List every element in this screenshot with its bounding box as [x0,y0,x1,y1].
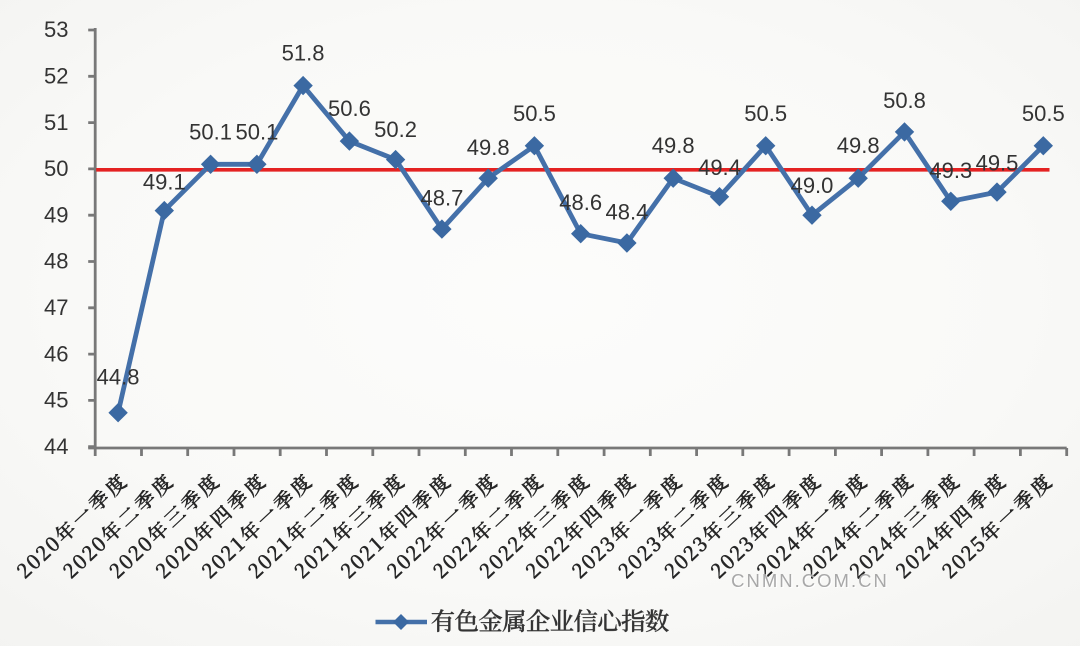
svg-text:50.8: 50.8 [883,88,926,113]
svg-text:49.8: 49.8 [837,133,880,158]
svg-text:53: 53 [44,17,68,42]
svg-text:50.5: 50.5 [744,101,787,126]
svg-text:50: 50 [44,156,68,181]
svg-text:CNMN.COM.CN: CNMN.COM.CN [731,570,889,591]
svg-text:44.8: 44.8 [97,365,140,390]
svg-text:49.0: 49.0 [791,173,834,198]
svg-text:49.8: 49.8 [652,133,695,158]
svg-text:50.6: 50.6 [328,96,371,121]
svg-text:48.4: 48.4 [605,200,648,225]
svg-text:45: 45 [44,388,68,413]
svg-text:48.7: 48.7 [420,186,463,211]
svg-text:50.5: 50.5 [1022,101,1065,126]
svg-text:49: 49 [44,202,68,227]
svg-text:51: 51 [44,110,68,135]
svg-text:49.1: 49.1 [143,169,186,194]
svg-text:46: 46 [44,341,68,366]
svg-text:52: 52 [44,64,68,89]
svg-text:49.4: 49.4 [698,155,741,180]
svg-text:49.3: 49.3 [929,158,972,183]
svg-text:48: 48 [44,249,68,274]
svg-text:47: 47 [44,295,68,320]
svg-text:51.8: 51.8 [282,41,325,66]
svg-text:49.5: 49.5 [976,151,1019,176]
svg-text:50.2: 50.2 [374,117,417,142]
svg-text:50.1: 50.1 [235,119,278,144]
svg-text:49.8: 49.8 [467,135,510,160]
svg-text:50.1: 50.1 [189,119,232,144]
svg-text:50.5: 50.5 [513,101,556,126]
svg-text:48.6: 48.6 [559,190,602,215]
svg-text:44: 44 [44,434,68,459]
svg-text:CNMN.COM.CN: CNMN.COM.CN [732,571,890,592]
